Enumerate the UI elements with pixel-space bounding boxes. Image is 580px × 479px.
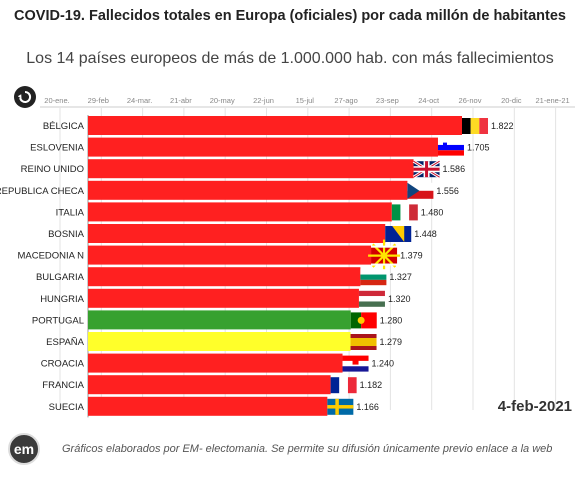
- data-label: 1.320: [388, 294, 411, 304]
- bosnia-flag: [385, 226, 412, 242]
- uk-flag: [412, 159, 441, 179]
- chart-subtitle: Los 14 países europeos de más de 1.000.0…: [26, 50, 554, 67]
- data-label: 1.279: [380, 337, 403, 347]
- category-label: BOSNIA: [48, 229, 85, 240]
- data-label: 1.448: [414, 229, 437, 239]
- portugal-flag: [350, 312, 377, 329]
- category-label: BÉLGICA: [43, 121, 85, 132]
- data-label: 1.586: [443, 164, 466, 174]
- time-axis-label: 15-jul: [296, 96, 315, 105]
- data-label: 1.240: [372, 359, 395, 369]
- footer-text: Gráficos elaborados por EM- electomania.…: [62, 443, 553, 455]
- bar: [88, 310, 351, 330]
- chart-title: COVID-19. Fallecidos totales en Europa (…: [14, 8, 566, 24]
- bar: [88, 159, 414, 179]
- bar-chart: 20-ene. 29-feb 24-mar. 21-abr 20-may 22-jun 15…: [0, 96, 575, 418]
- replay-icon: [18, 90, 32, 103]
- bar: [88, 137, 438, 157]
- bar: [88, 288, 359, 308]
- bulgaria-flag: [360, 269, 387, 286]
- bar: [88, 332, 351, 351]
- belgium-flag: [462, 118, 488, 134]
- data-label: 1.822: [491, 121, 514, 131]
- time-axis-label: 24-oct: [418, 96, 440, 105]
- time-axis-label: 24-mar.: [127, 96, 152, 105]
- data-label: 1.182: [360, 380, 383, 390]
- bar: [88, 224, 386, 243]
- category-label: FRANCIA: [42, 380, 84, 391]
- category-label: PORTUGAL: [32, 315, 84, 326]
- croatia-flag: [342, 355, 369, 372]
- time-axis-label: 20-may: [210, 96, 235, 105]
- czech-flag: [407, 182, 434, 199]
- time-axis-label: 20-ene.: [44, 96, 69, 105]
- hungary-flag: [358, 290, 385, 307]
- sweden-flag: [327, 398, 354, 415]
- bar: [88, 116, 462, 135]
- bar: [88, 396, 328, 416]
- category-label: SUECIA: [49, 402, 85, 413]
- category-label: HUNGRIA: [40, 294, 84, 305]
- time-axis-label: 29-feb: [88, 96, 109, 105]
- data-label: 1.705: [467, 143, 490, 153]
- time-axis-label: 20-dic: [501, 96, 522, 105]
- time-axis-label: 27-ago: [334, 96, 357, 105]
- spain-flag: [350, 334, 377, 350]
- category-label: ESPAÑA: [46, 337, 85, 348]
- data-label: 1.280: [380, 315, 403, 325]
- date-stamp: 4-feb-2021: [497, 398, 572, 415]
- data-label: 1.327: [389, 272, 412, 282]
- time-axis-label: 21-abr: [170, 96, 192, 105]
- category-label: REINO UNIDO: [21, 164, 84, 175]
- data-label: 1.166: [356, 402, 379, 412]
- category-label: CROACIA: [41, 359, 85, 370]
- slovenia-flag: [437, 139, 464, 156]
- category-label: REPUBLICA CHECA: [0, 186, 85, 197]
- time-axis-label: 23-sep: [376, 96, 399, 105]
- time-axis-label: 26-nov: [459, 96, 482, 105]
- bar: [88, 180, 408, 200]
- bar: [88, 353, 343, 373]
- time-axis-label: 21-ene-21: [535, 96, 569, 105]
- north-macedonia-flag: [368, 239, 401, 272]
- data-label: 1.480: [421, 207, 444, 217]
- data-label: 1.379: [400, 251, 423, 261]
- footer: em Gráficos elaborados por EM- electoman…: [8, 433, 552, 465]
- bar: [88, 375, 331, 395]
- france-flag: [330, 377, 357, 394]
- time-axis-label: 22-jun: [253, 96, 274, 105]
- bar: [88, 267, 361, 287]
- category-label: MACEDONIA N: [17, 251, 84, 262]
- category-label: ESLOVENIA: [30, 143, 85, 154]
- replay-button[interactable]: [14, 86, 36, 108]
- italy-flag: [391, 204, 418, 221]
- data-label: 1.556: [436, 186, 459, 196]
- category-label: ITALIA: [56, 207, 85, 218]
- bar: [88, 202, 392, 222]
- em-logo: em: [8, 433, 40, 465]
- bar: [88, 245, 372, 265]
- category-label: BULGARIA: [36, 272, 85, 283]
